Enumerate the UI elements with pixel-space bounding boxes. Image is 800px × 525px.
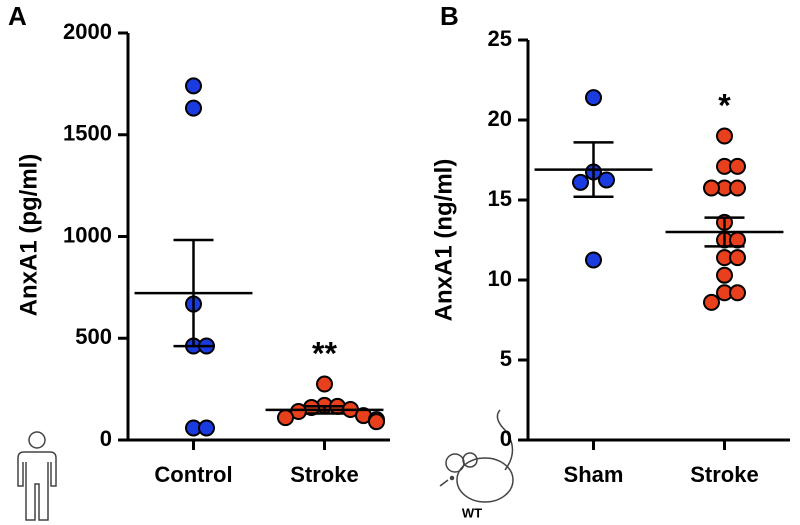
data-point [277,409,294,427]
panel-label: A [8,1,27,31]
icon-label: WT [462,505,482,520]
y-tick-label: 0 [100,426,112,451]
data-point [716,127,733,145]
data-point [316,375,333,393]
y-tick-label: 15 [488,186,512,211]
y-tick-label: 500 [75,324,112,349]
significance-marker: * [718,87,731,123]
x-tick-label: Control [154,462,232,487]
data-point [703,293,720,311]
x-tick-label: Sham [564,462,624,487]
data-point [729,249,746,267]
data-point [703,179,720,197]
data-point [729,179,746,197]
y-tick-label: 1500 [63,121,112,146]
y-tick-label: 2000 [63,19,112,44]
data-point [598,171,615,189]
x-tick-label: Stroke [690,462,758,487]
data-point [716,266,733,284]
x-tick-label: Stroke [290,462,358,487]
human-icon [17,431,57,521]
y-tick-label: 1000 [63,222,112,247]
y-tick-label: 20 [488,106,512,131]
y-tick-label: 10 [488,266,512,291]
data-point [198,419,215,437]
y-axis-label: AnxA1 (pg/ml) [15,154,42,317]
significance-marker: ** [312,335,337,371]
y-tick-label: 0 [500,426,512,451]
panel-label: B [440,1,459,31]
data-point [368,413,385,431]
data-point [185,77,202,95]
y-tick-label: 5 [500,346,512,371]
data-point [729,284,746,302]
data-point [585,89,602,107]
data-point [572,173,589,191]
data-point [585,251,602,269]
y-tick-label: 25 [488,26,512,51]
y-axis-label: AnxA1 (ng/ml) [430,159,457,322]
data-point [185,99,202,117]
mouse-icon [439,409,514,503]
data-point [729,157,746,175]
